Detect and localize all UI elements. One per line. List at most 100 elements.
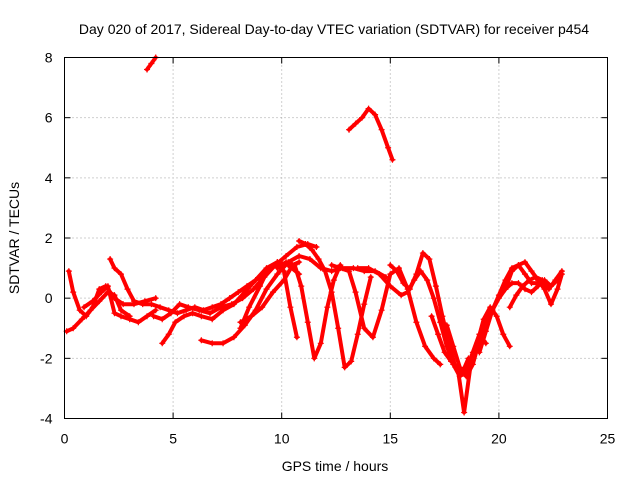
data-point-plus	[293, 334, 300, 341]
data-point-plus	[104, 283, 111, 290]
data-point-plus	[150, 313, 157, 320]
data-point-plus	[389, 156, 396, 163]
data-point-plus	[395, 265, 402, 272]
data-point-plus	[209, 340, 216, 347]
data-point-plus	[111, 310, 118, 317]
x-tick-label: 25	[600, 431, 616, 447]
data-point-plus	[430, 295, 437, 302]
data-point-plus	[144, 313, 151, 320]
data-point-plus	[196, 307, 203, 314]
data-series-arc-21	[506, 268, 565, 311]
data-point-plus	[352, 120, 359, 127]
data-point-plus	[259, 304, 266, 311]
data-point-plus	[393, 268, 400, 275]
data-series-arc-4	[107, 256, 268, 317]
data-point-plus	[250, 286, 257, 293]
data-point-plus	[248, 313, 255, 320]
data-point-plus	[419, 250, 426, 257]
data-point-plus	[361, 301, 368, 308]
data-point-plus	[426, 256, 433, 263]
data-point-plus	[545, 286, 552, 293]
data-point-plus	[152, 307, 159, 314]
data-point-plus	[435, 331, 442, 338]
data-point-plus	[500, 331, 507, 338]
data-point-plus	[493, 313, 500, 320]
data-point-plus	[328, 289, 335, 296]
data-point-plus	[139, 301, 146, 308]
series-trace	[329, 263, 443, 367]
data-point-plus	[217, 304, 224, 311]
data-point-plus	[315, 256, 322, 263]
data-point-plus	[83, 313, 90, 320]
data-point-plus	[528, 268, 535, 275]
data-series-arc-12	[296, 238, 374, 371]
data-point-plus	[428, 313, 435, 320]
data-point-plus	[424, 277, 431, 284]
data-point-plus	[317, 340, 324, 347]
data-point-plus	[489, 307, 496, 314]
data-point-plus	[361, 325, 368, 332]
data-point-plus	[309, 247, 316, 254]
data-point-plus	[521, 259, 528, 266]
data-point-plus	[135, 319, 142, 326]
data-point-plus	[70, 325, 77, 332]
data-point-plus	[220, 340, 227, 347]
tick-layer: 0 5 10 15 20 25 -4 -2 0 2 4 6 8	[40, 50, 615, 447]
data-point-plus	[302, 241, 309, 248]
data-point-plus	[346, 268, 353, 275]
data-point-plus	[330, 277, 337, 284]
data-point-plus	[406, 286, 413, 293]
data-point-plus	[346, 126, 353, 133]
data-point-plus	[456, 364, 463, 371]
data-point-plus	[126, 316, 133, 323]
data-point-plus	[422, 343, 429, 350]
series-trace	[82, 284, 158, 325]
data-series-arc-13	[328, 262, 444, 368]
data-point-plus	[98, 289, 105, 296]
data-point-plus	[413, 271, 420, 278]
data-point-plus	[207, 310, 214, 317]
data-point-plus	[385, 144, 392, 151]
data-series-arc-14	[346, 105, 396, 163]
data-point-plus	[209, 316, 216, 323]
y-tick-label: 8	[45, 50, 53, 66]
data-point-plus	[335, 325, 342, 332]
data-series-arc-10	[237, 259, 300, 341]
data-point-plus	[274, 265, 281, 272]
data-point-plus	[159, 340, 166, 347]
data-point-plus	[376, 271, 383, 278]
data-point-plus	[124, 286, 131, 293]
data-point-plus	[81, 304, 88, 311]
data-point-plus	[413, 319, 420, 326]
data-point-plus	[365, 105, 372, 112]
data-point-plus	[352, 289, 359, 296]
data-point-plus	[237, 325, 244, 332]
series-trace	[238, 260, 299, 340]
data-point-plus	[367, 274, 374, 281]
data-point-plus	[148, 301, 155, 308]
data-point-plus	[404, 289, 411, 296]
data-point-plus	[226, 295, 233, 302]
data-point-plus	[519, 283, 526, 290]
data-point-plus	[291, 262, 298, 269]
data-point-plus	[387, 283, 394, 290]
data-point-plus	[159, 316, 166, 323]
data-point-plus	[265, 265, 272, 272]
data-point-plus	[328, 268, 335, 275]
data-point-plus	[256, 283, 263, 290]
y-tick-label: 2	[45, 230, 53, 246]
series-trace	[347, 106, 395, 162]
data-point-plus	[378, 307, 385, 314]
data-point-plus	[539, 277, 546, 284]
data-point-plus	[270, 289, 277, 296]
data-point-plus	[252, 277, 259, 284]
data-point-plus	[209, 304, 216, 311]
series-trace	[355, 266, 488, 379]
y-tick-label: 6	[45, 110, 53, 126]
data-point-plus	[365, 265, 372, 272]
data-point-plus	[476, 349, 483, 356]
data-point-plus	[111, 265, 118, 272]
data-point-plus	[274, 271, 281, 278]
data-point-plus	[348, 358, 355, 365]
